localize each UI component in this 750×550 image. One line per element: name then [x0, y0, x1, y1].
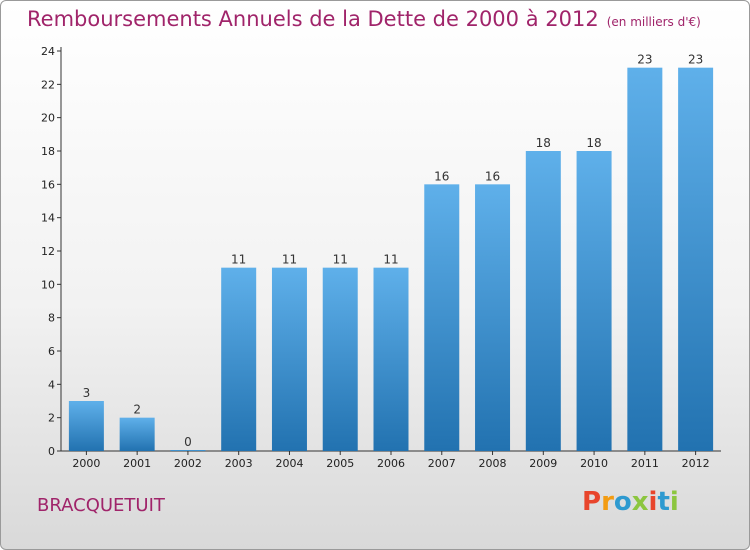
- logo-letter: i: [648, 487, 658, 517]
- bar: [271, 267, 307, 451]
- y-tick-label: 24: [41, 45, 55, 58]
- y-tick-label: 10: [41, 278, 55, 291]
- bar: [525, 151, 561, 451]
- x-tick-label: 2003: [225, 457, 253, 470]
- y-tick-label: 2: [48, 412, 55, 425]
- y-tick-label: 16: [41, 178, 55, 191]
- x-tick-label: 2004: [275, 457, 303, 470]
- bar: [119, 417, 155, 451]
- logo-letter: r: [601, 487, 614, 517]
- x-tick-label: 2006: [377, 457, 405, 470]
- y-tick-label: 0: [48, 445, 55, 458]
- bar: [322, 267, 358, 451]
- data-label: 11: [282, 253, 297, 267]
- y-tick-label: 18: [41, 145, 55, 158]
- logo-letter: P: [582, 487, 602, 517]
- data-label: 23: [688, 53, 703, 67]
- x-tick-label: 2008: [479, 457, 507, 470]
- logo-letter: i: [669, 487, 679, 517]
- data-label: 18: [536, 136, 551, 150]
- bar: [576, 151, 612, 451]
- x-tick-label: 2009: [529, 457, 557, 470]
- y-tick-label: 12: [41, 245, 55, 258]
- data-label: 23: [637, 53, 652, 67]
- title-unit: (en milliers d'€): [606, 15, 701, 29]
- logo-letter: o: [613, 487, 632, 517]
- y-tick-label: 4: [48, 378, 55, 391]
- y-tick-label: 20: [41, 112, 55, 125]
- x-tick-label: 2010: [580, 457, 608, 470]
- data-label: 18: [586, 136, 601, 150]
- bar: [221, 267, 257, 451]
- x-tick-label: 2002: [174, 457, 202, 470]
- data-label: 11: [383, 253, 398, 267]
- data-label: 16: [434, 169, 449, 183]
- bar: [627, 67, 663, 452]
- data-label: 11: [333, 253, 348, 267]
- chart-title: Remboursements Annuels de la Dette de 20…: [27, 7, 701, 31]
- bar: [68, 401, 104, 451]
- x-tick-label: 2001: [123, 457, 151, 470]
- title-main: Remboursements Annuels de la Dette de 20…: [27, 7, 599, 31]
- bar: [373, 267, 409, 451]
- x-tick-label: 2005: [326, 457, 354, 470]
- data-label: 0: [184, 435, 192, 449]
- data-label: 11: [231, 253, 246, 267]
- x-tick-label: 2011: [631, 457, 659, 470]
- bar: [170, 450, 206, 451]
- x-tick-label: 2000: [72, 457, 100, 470]
- logo-letter: x: [631, 487, 649, 517]
- bar: [475, 184, 511, 452]
- proxiti-logo: Proxiti: [582, 487, 679, 517]
- logo-letter: t: [657, 487, 670, 517]
- x-tick-label: 2007: [428, 457, 456, 470]
- bar: [678, 67, 714, 452]
- x-tick-label: 2012: [682, 457, 710, 470]
- data-label: 3: [83, 386, 91, 400]
- commune-name: BRACQUETUIT: [37, 495, 165, 516]
- data-label: 2: [133, 403, 141, 417]
- y-tick-label: 22: [41, 78, 55, 91]
- y-tick-label: 8: [48, 312, 55, 325]
- y-tick-label: 6: [48, 345, 55, 358]
- bar: [424, 184, 460, 452]
- y-tick-label: 14: [41, 212, 55, 225]
- data-label: 16: [485, 169, 500, 183]
